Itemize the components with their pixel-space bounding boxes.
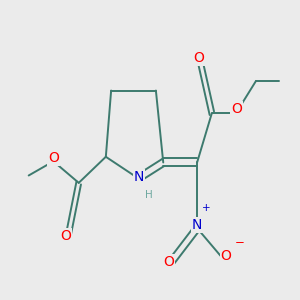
Text: O: O — [48, 152, 59, 166]
Text: O: O — [231, 102, 242, 116]
Text: N: N — [134, 170, 144, 184]
Text: N: N — [192, 218, 202, 232]
Text: O: O — [220, 249, 231, 263]
Text: O: O — [60, 229, 71, 243]
Text: O: O — [193, 51, 204, 65]
Text: −: − — [234, 236, 244, 249]
Text: O: O — [164, 255, 174, 269]
Text: +: + — [202, 203, 210, 213]
Text: H: H — [145, 190, 152, 200]
